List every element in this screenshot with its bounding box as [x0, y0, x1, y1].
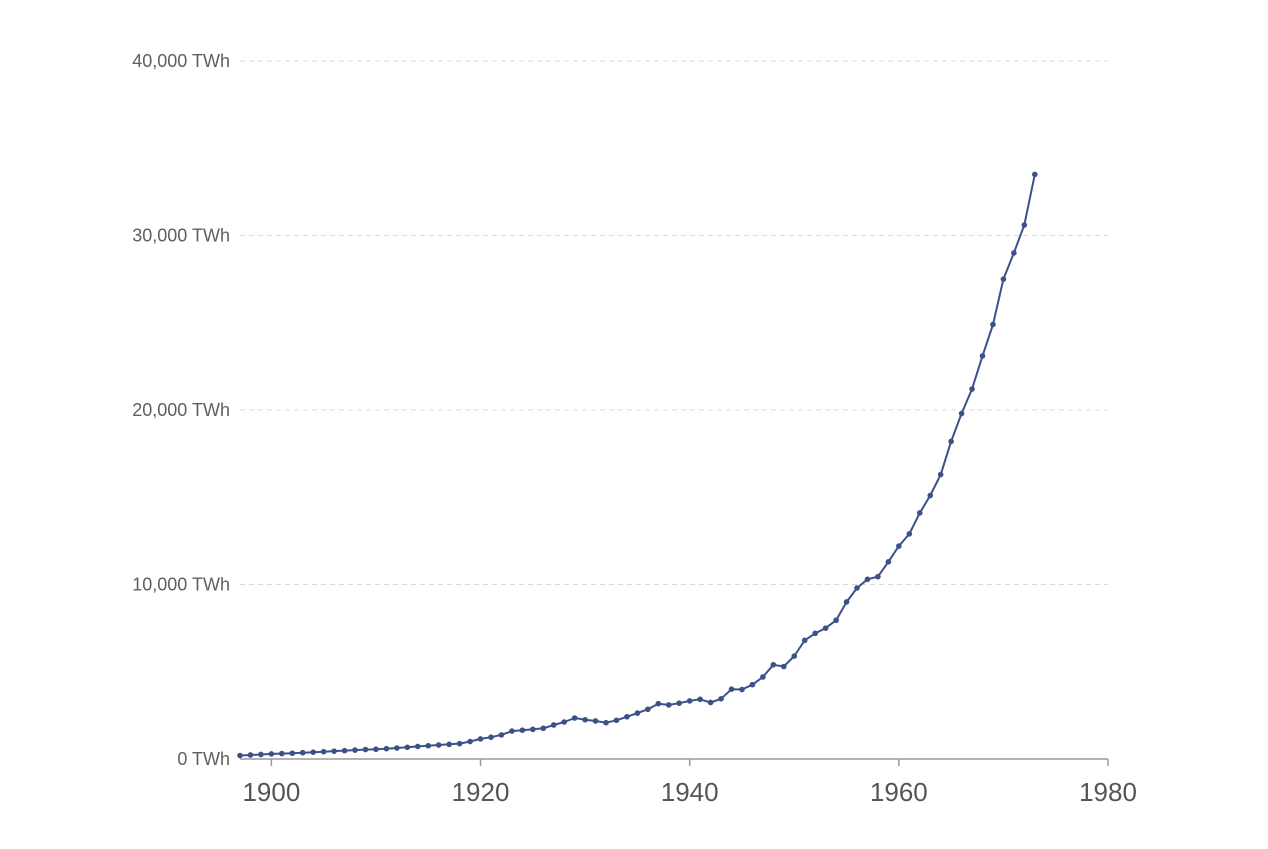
data-point	[488, 734, 494, 740]
data-point	[320, 748, 327, 755]
data-point	[833, 617, 839, 624]
data-point	[958, 410, 965, 417]
data-point	[613, 717, 620, 724]
data-point	[686, 698, 693, 704]
data-point	[937, 471, 944, 478]
data-point	[739, 686, 745, 693]
data-point	[916, 510, 923, 516]
data-point	[404, 744, 411, 751]
data-point	[373, 746, 379, 753]
data-point	[414, 743, 421, 750]
data-point	[822, 625, 829, 631]
data-point	[676, 700, 683, 706]
data-point	[645, 706, 651, 713]
data-point	[299, 749, 306, 756]
data-point	[812, 630, 818, 637]
data-point	[1021, 222, 1028, 228]
data-point	[352, 747, 358, 753]
data-point	[1011, 250, 1017, 256]
data-point	[289, 750, 296, 757]
data-point	[279, 750, 285, 757]
data-point	[530, 726, 536, 733]
data-point	[948, 438, 954, 445]
data-point	[519, 727, 526, 734]
data-point	[592, 718, 599, 724]
data-point	[749, 681, 756, 688]
data-point	[571, 715, 578, 721]
data-point	[268, 751, 275, 757]
data-point	[760, 674, 766, 680]
data-point	[634, 710, 641, 716]
data-point	[875, 573, 881, 580]
data-point	[718, 695, 724, 702]
data-point	[362, 746, 369, 753]
data-point	[781, 663, 787, 670]
data-point	[728, 686, 735, 692]
x-tick-label: 1960	[870, 777, 928, 807]
data-point	[477, 736, 484, 742]
data-point	[237, 752, 243, 759]
data-point	[331, 748, 337, 754]
data-point	[655, 700, 662, 707]
y-tick-label: 30,000 TWh	[132, 226, 230, 246]
data-point	[801, 637, 808, 644]
data-point	[341, 747, 348, 754]
data-point	[990, 321, 996, 328]
data-point	[979, 353, 986, 359]
data-point	[969, 386, 975, 392]
data-point	[1000, 276, 1007, 282]
series-line	[239, 173, 1036, 757]
x-axis-tick-labels: 1900 1920 1940 1960 1980	[242, 777, 1136, 807]
data-point	[550, 722, 557, 728]
data-point	[467, 738, 473, 745]
data-point	[603, 719, 609, 726]
y-tick-label: 20,000 TWh	[132, 400, 230, 420]
data-point	[561, 719, 567, 725]
y-tick-label: 10,000 TWh	[132, 575, 230, 595]
data-point	[509, 728, 515, 734]
x-tick-label: 1900	[242, 777, 300, 807]
data-point	[697, 696, 703, 703]
data-point	[864, 576, 871, 583]
gridlines	[240, 60, 1108, 585]
data-point	[1031, 171, 1038, 178]
x-tick-label: 1940	[661, 777, 719, 807]
data-point	[425, 742, 432, 749]
data-point	[707, 699, 714, 706]
data-point	[258, 751, 264, 758]
x-axis	[240, 758, 1109, 766]
data-point	[854, 585, 860, 591]
x-tick-label: 1980	[1079, 777, 1137, 807]
y-tick-label: 0 TWh	[177, 749, 230, 769]
data-point	[843, 599, 850, 605]
data-point	[896, 543, 902, 549]
data-point	[498, 732, 505, 738]
data-point	[435, 742, 442, 748]
data-point	[624, 713, 630, 720]
data-point	[446, 741, 452, 748]
data-point	[906, 531, 913, 537]
y-tick-label: 40,000 TWh	[132, 51, 230, 71]
data-point	[540, 725, 547, 732]
data-point	[770, 661, 777, 668]
data-point	[885, 559, 892, 565]
data-point	[247, 752, 254, 758]
data-point	[456, 740, 463, 747]
data-point	[310, 749, 317, 755]
data-point	[394, 745, 400, 751]
data-point	[791, 653, 798, 659]
y-axis-tick-labels: 0 TWh 10,000 TWh 20,000 TWh 30,000 TWh 40,00…	[132, 51, 230, 769]
data-point	[383, 745, 390, 752]
series-energy	[237, 171, 1038, 759]
data-point	[927, 492, 934, 499]
data-point	[582, 716, 588, 723]
x-tick-label: 1920	[452, 777, 510, 807]
data-point	[665, 702, 672, 708]
